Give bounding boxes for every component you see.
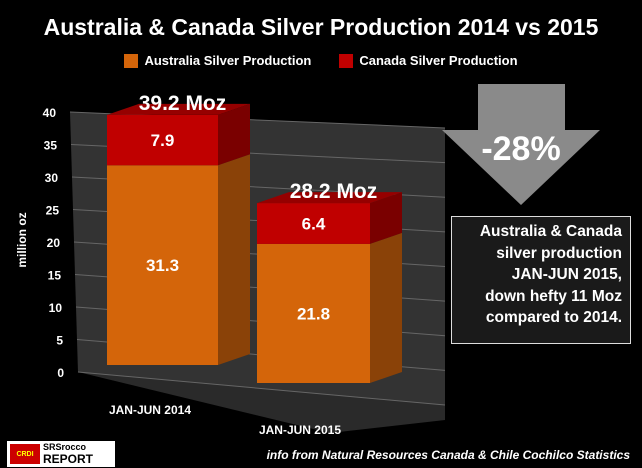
logo-line2: REPORT — [43, 452, 94, 466]
bar-side-1 — [370, 192, 402, 244]
callout-line: silver production — [496, 244, 622, 262]
y-tick-label: 20 — [47, 236, 61, 250]
callout-line: Australia & Canada — [479, 223, 622, 240]
callout-line: JAN-JUN 2015, — [511, 266, 622, 283]
x-label-2015: JAN-JUN 2015 — [259, 423, 341, 437]
callout-box: Australia & Canada silver production JAN… — [451, 216, 631, 344]
logo-line1: SRSrocco — [43, 442, 87, 452]
callout-line: compared to 2014. — [485, 309, 622, 326]
srsrocco-logo: CRDI SRSrocco REPORT — [7, 441, 115, 467]
y-tick-label: 15 — [48, 269, 62, 283]
logo-text: SRSrocco REPORT — [43, 442, 93, 466]
y-tick-label: 40 — [43, 106, 57, 120]
bar-front-1 — [257, 203, 370, 244]
data-label: 6.4 — [302, 215, 326, 234]
bar-side-0 — [370, 232, 402, 383]
legend-item-canada: Canada Silver Production — [339, 53, 518, 68]
source-note: info from Natural Resources Canada & Chi… — [266, 448, 630, 462]
bar-front-1 — [107, 114, 218, 166]
x-label-2014: JAN-JUN 2014 — [109, 403, 191, 417]
y-tick-label: 35 — [44, 139, 58, 153]
data-label: 21.8 — [297, 304, 330, 323]
data-label: 31.3 — [146, 256, 179, 275]
legend-swatch — [124, 53, 139, 68]
bar-front-0 — [107, 165, 218, 365]
legend-label: Canada Silver Production — [359, 53, 518, 68]
y-tick-label: 5 — [56, 334, 63, 348]
total-label: 39.2 Moz — [139, 92, 227, 115]
data-label: 7.9 — [151, 131, 175, 150]
gridline — [77, 371, 446, 406]
y-axis-label: million oz — [15, 212, 29, 267]
change-percent: -28% — [481, 130, 560, 168]
down-arrow-icon — [442, 84, 600, 205]
legend-item-australia: Australia Silver Production — [124, 53, 311, 68]
legend-label: Australia Silver Production — [144, 53, 312, 68]
logo-emblem: CRDI — [10, 444, 40, 464]
bar-front-0 — [257, 243, 370, 383]
total-label: 28.2 Moz — [290, 180, 378, 203]
y-tick-label: 30 — [45, 171, 59, 185]
bar-top — [257, 192, 402, 204]
y-tick-label: 10 — [49, 301, 63, 315]
bar-side-1 — [218, 103, 250, 166]
bar-side-0 — [218, 154, 250, 365]
legend: Australia Silver Production Canada Silve… — [0, 53, 642, 68]
y-tick-label: 25 — [46, 204, 60, 218]
callout-line: down hefty 11 Moz — [485, 287, 622, 305]
bar-top — [107, 103, 250, 115]
legend-swatch — [339, 53, 354, 68]
chart-title: Australia & Canada Silver Production 201… — [43, 14, 599, 40]
y-tick-label: 0 — [57, 366, 64, 380]
floor — [78, 372, 445, 433]
